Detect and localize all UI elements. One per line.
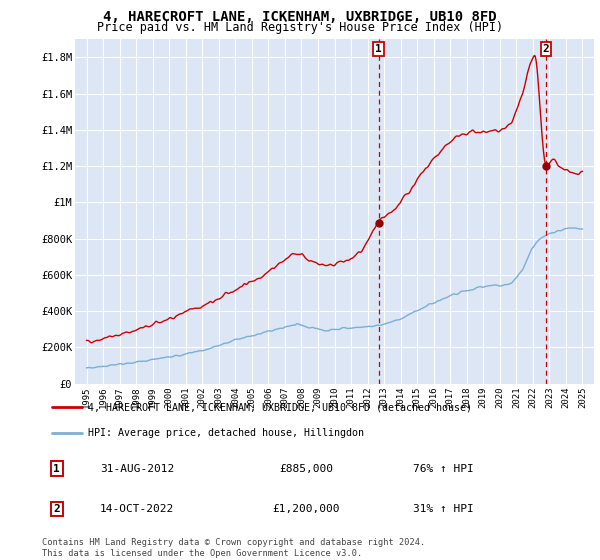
- Text: 4, HARECROFT LANE, ICKENHAM, UXBRIDGE, UB10 8FD (detached house): 4, HARECROFT LANE, ICKENHAM, UXBRIDGE, U…: [88, 402, 472, 412]
- Text: 1: 1: [375, 44, 382, 54]
- Text: 14-OCT-2022: 14-OCT-2022: [100, 504, 174, 514]
- Text: £1,200,000: £1,200,000: [272, 504, 340, 514]
- Text: 2: 2: [542, 44, 549, 54]
- Text: 31-AUG-2012: 31-AUG-2012: [100, 464, 174, 474]
- Text: 1: 1: [53, 464, 60, 474]
- Text: 76% ↑ HPI: 76% ↑ HPI: [413, 464, 473, 474]
- Text: 31% ↑ HPI: 31% ↑ HPI: [413, 504, 473, 514]
- Text: £885,000: £885,000: [279, 464, 333, 474]
- Text: 4, HARECROFT LANE, ICKENHAM, UXBRIDGE, UB10 8FD: 4, HARECROFT LANE, ICKENHAM, UXBRIDGE, U…: [103, 10, 497, 24]
- Text: Contains HM Land Registry data © Crown copyright and database right 2024.
This d: Contains HM Land Registry data © Crown c…: [42, 538, 425, 558]
- Text: HPI: Average price, detached house, Hillingdon: HPI: Average price, detached house, Hill…: [88, 428, 364, 438]
- Text: Price paid vs. HM Land Registry's House Price Index (HPI): Price paid vs. HM Land Registry's House …: [97, 21, 503, 34]
- Text: 2: 2: [53, 504, 60, 514]
